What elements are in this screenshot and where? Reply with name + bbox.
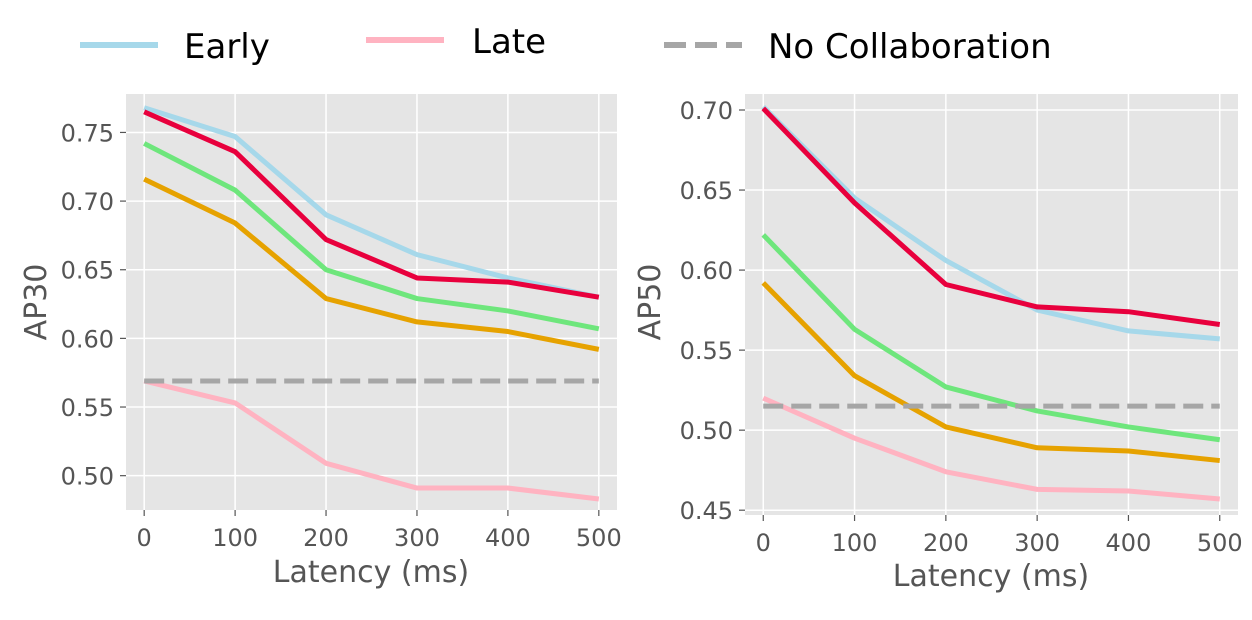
- ap50-x-tick-label-2: 200: [923, 529, 969, 557]
- ap30-series-4-line: [143, 378, 600, 502]
- ap50-y-tick-label-1: 0.50: [680, 417, 733, 445]
- legend-item-no-collaboration: No Collaboration: [664, 27, 1052, 67]
- ap30-x-tick-label-4: 400: [485, 524, 531, 552]
- plot-area-ap50: [745, 94, 1238, 515]
- ap50-x-tick-label-5: 500: [1197, 529, 1243, 557]
- ap50-x-tick-label-1: 100: [832, 529, 878, 557]
- ap50-series-2-line: [761, 281, 1221, 464]
- ap30-y-axis-label: AP30: [19, 264, 54, 341]
- ap30-y-tick-label-1: 0.55: [61, 394, 114, 422]
- ap50-x-tick-label-3: 300: [1014, 529, 1060, 557]
- ap30-series-1-line: [143, 141, 600, 332]
- ap50-x-tick-label-4: 400: [1106, 529, 1152, 557]
- ap50-y-tick-label-5: 0.70: [680, 97, 733, 125]
- legend-label-no-collaboration: No Collaboration: [768, 27, 1052, 67]
- ap30-x-tick-label-2: 200: [303, 524, 349, 552]
- ap30-x-tick-label-0: 0: [137, 524, 152, 552]
- ap50-x-ticks: 0 100 200 300 400 500: [756, 515, 1243, 557]
- ap30-series-2-line: [143, 176, 600, 352]
- ap30-y-tick-label-3: 0.65: [61, 257, 114, 285]
- legend: Early Late No Collaboration: [80, 22, 1052, 67]
- legend-label-early: Early: [184, 27, 270, 67]
- ap30-y-tick-label-5: 0.75: [61, 119, 114, 147]
- ap50-series-0-line: [761, 105, 1220, 342]
- ap30-x-tick-label-3: 300: [394, 524, 440, 552]
- ap50-y-tick-label-2: 0.55: [680, 337, 733, 365]
- chart-ap50: 0 100 200 300 400 500 0.45 0.50 0.55 0.60 0.65 0.7…: [633, 94, 1243, 594]
- ap30-x-ticks: 0 100 200 300 400 500: [137, 510, 622, 552]
- ap30-series-0-line: [143, 105, 600, 300]
- ap50-y-tick-label-0: 0.45: [680, 497, 733, 525]
- ap30-grid: [126, 94, 617, 510]
- ap50-x-tick-label-0: 0: [756, 529, 771, 557]
- legend-item-late: Late: [366, 22, 546, 62]
- ap30-x-axis-label: Latency (ms): [273, 555, 469, 590]
- ap30-x-tick-label-1: 100: [212, 524, 258, 552]
- ap50-series: [761, 105, 1221, 502]
- ap50-y-tick-label-4: 0.65: [680, 177, 733, 205]
- ap50-y-tick-label-3: 0.60: [680, 257, 733, 285]
- ap50-series-3-line: [761, 106, 1221, 327]
- ap30-y-tick-label-4: 0.70: [61, 188, 114, 216]
- ap30-x-tick-label-5: 500: [576, 524, 622, 552]
- ap30-series: [143, 105, 600, 502]
- chart-ap30: 0 100 200 300 400 500 0.50 0.55 0.60 0.65 0.70 0.7…: [19, 94, 622, 590]
- ap50-series-4-line: [762, 395, 1220, 502]
- plot-area-ap30: [126, 94, 617, 510]
- ap50-x-axis-label: Latency (ms): [893, 559, 1089, 594]
- legend-item-early: Early: [80, 27, 270, 67]
- ap30-y-ticks: 0.50 0.55 0.60 0.65 0.70 0.75: [61, 119, 126, 491]
- ap30-series-3-line: [143, 109, 600, 300]
- ap50-y-ticks: 0.45 0.50 0.55 0.60 0.65 0.70: [680, 97, 745, 525]
- ap50-series-1-line: [761, 233, 1221, 443]
- ap30-y-tick-label-2: 0.60: [61, 325, 114, 353]
- legend-label-late: Late: [472, 22, 546, 62]
- ap30-y-tick-label-0: 0.50: [61, 463, 114, 491]
- ap50-y-axis-label: AP50: [633, 264, 668, 341]
